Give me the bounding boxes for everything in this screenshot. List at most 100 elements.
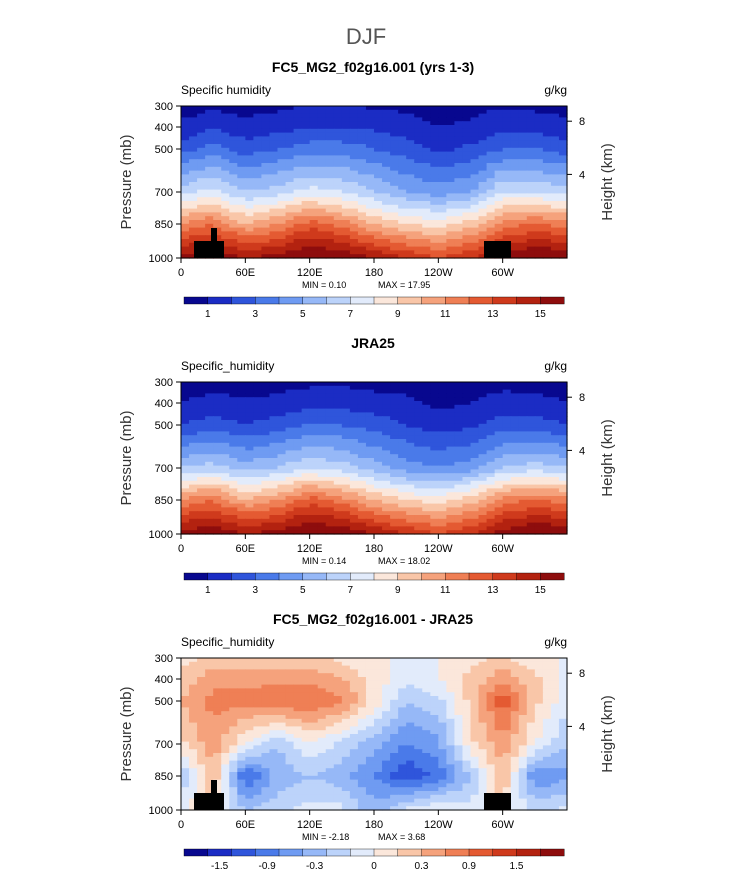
- heatmap-cell: [205, 511, 214, 516]
- heatmap-cell: [414, 673, 423, 678]
- heatmap-cell: [197, 722, 206, 727]
- heatmap-cell: [237, 216, 246, 221]
- heatmap-cell: [205, 669, 214, 674]
- heatmap-cell: [253, 132, 263, 137]
- heatmap-cell: [382, 144, 391, 149]
- heatmap-cell: [390, 159, 399, 164]
- heatmap-cell: [494, 684, 504, 689]
- heatmap-cell: [438, 185, 447, 191]
- heatmap-cell: [486, 204, 496, 210]
- heatmap-cell: [518, 496, 528, 501]
- heatmap-cell: [470, 665, 480, 670]
- heatmap-cell: [213, 185, 222, 191]
- heatmap-cell: [301, 204, 311, 210]
- heatmap-cell: [486, 106, 496, 111]
- heatmap-cell: [518, 106, 528, 111]
- heatmap-cell: [221, 132, 230, 137]
- heatmap-cell: [414, 254, 423, 259]
- heatmap-cell: [534, 658, 544, 663]
- heatmap-cell: [237, 166, 246, 172]
- heatmap-cell: [486, 499, 496, 505]
- heatmap-cell: [478, 711, 488, 716]
- heatmap-cell: [301, 136, 311, 141]
- heatmap-cell: [213, 235, 222, 240]
- heatmap-cell: [558, 692, 568, 697]
- heatmap-cell: [365, 435, 375, 440]
- heatmap-cell: [317, 703, 327, 708]
- heatmap-cell: [253, 511, 263, 516]
- heatmap-cell: [221, 488, 230, 493]
- heatmap-cell: [277, 488, 287, 493]
- heatmap-cell: [365, 450, 375, 455]
- colorbar-swatch: [373, 572, 399, 581]
- heatmap-cell: [341, 216, 351, 221]
- heatmap-cell: [494, 174, 504, 179]
- heatmap-cell: [462, 427, 472, 432]
- heatmap-cell: [189, 692, 198, 697]
- heatmap-cell: [189, 109, 198, 115]
- heatmap-cell: [181, 480, 190, 486]
- heatmap-cell: [542, 699, 552, 705]
- heatmap-cell: [510, 382, 520, 387]
- heatmap-cell: [237, 458, 246, 463]
- heatmap-cell: [237, 522, 246, 527]
- heatmap-cell: [502, 665, 512, 670]
- heatmap-cell: [245, 117, 254, 122]
- heatmap-cell: [221, 125, 230, 130]
- heatmap-cell: [382, 235, 391, 240]
- heatmap-cell: [462, 669, 472, 674]
- heatmap-cell: [518, 231, 528, 236]
- heatmap-cell: [333, 423, 343, 429]
- heatmap-cell: [197, 109, 206, 115]
- heatmap-cell: [349, 140, 359, 145]
- heatmap-cell: [470, 515, 480, 520]
- heatmap-cell: [197, 439, 206, 444]
- heatmap-cell: [414, 658, 423, 663]
- heatmap-cell: [438, 688, 447, 693]
- heatmap-cell: [454, 423, 464, 429]
- heatmap-cell: [189, 454, 198, 459]
- heatmap-cell: [293, 454, 303, 459]
- heatmap-cell: [213, 208, 222, 213]
- heatmap-cell: [301, 397, 311, 402]
- heatmap-cell: [542, 182, 552, 187]
- heatmap-cell: [237, 450, 246, 455]
- heatmap-cell: [454, 397, 464, 402]
- heatmap-cell: [446, 696, 456, 701]
- heatmap-cell: [558, 155, 568, 160]
- heatmap-cell: [221, 450, 230, 455]
- heatmap-cell: [205, 696, 214, 701]
- heatmap-cell: [309, 125, 319, 130]
- heatmap-cell: [414, 382, 423, 387]
- heatmap-cell: [277, 121, 287, 126]
- heatmap-cell: [390, 128, 399, 134]
- heatmap-cell: [510, 231, 520, 236]
- heatmap-cell: [470, 431, 480, 436]
- heatmap-cell: [462, 231, 472, 236]
- heatmap-cell: [261, 454, 271, 459]
- heatmap-cell: [253, 136, 263, 141]
- heatmap-cell: [374, 136, 383, 141]
- heatmap-cell: [197, 427, 206, 432]
- heatmap-cell: [253, 125, 263, 130]
- heatmap-cell: [285, 423, 295, 429]
- heatmap-cell: [462, 435, 472, 440]
- heatmap-cell: [422, 680, 431, 686]
- heatmap-cell: [398, 469, 407, 474]
- heatmap-cell: [382, 242, 391, 248]
- heatmap-cell: [406, 117, 415, 122]
- heatmap-cell: [333, 389, 343, 394]
- heatmap-cell: [398, 688, 407, 693]
- heatmap-cell: [349, 182, 359, 187]
- heatmap-cell: [309, 420, 319, 425]
- heatmap-cell: [365, 170, 375, 175]
- heatmap-cell: [261, 136, 271, 141]
- heatmap-cell: [374, 174, 383, 179]
- colorbar-label: 15: [535, 309, 547, 320]
- heatmap-cell: [534, 503, 544, 508]
- heatmap-cell: [253, 393, 263, 398]
- heatmap-cell: [221, 106, 230, 111]
- heatmap-cell: [390, 450, 399, 455]
- heatmap-cell: [317, 208, 327, 213]
- heatmap-cell: [518, 136, 528, 141]
